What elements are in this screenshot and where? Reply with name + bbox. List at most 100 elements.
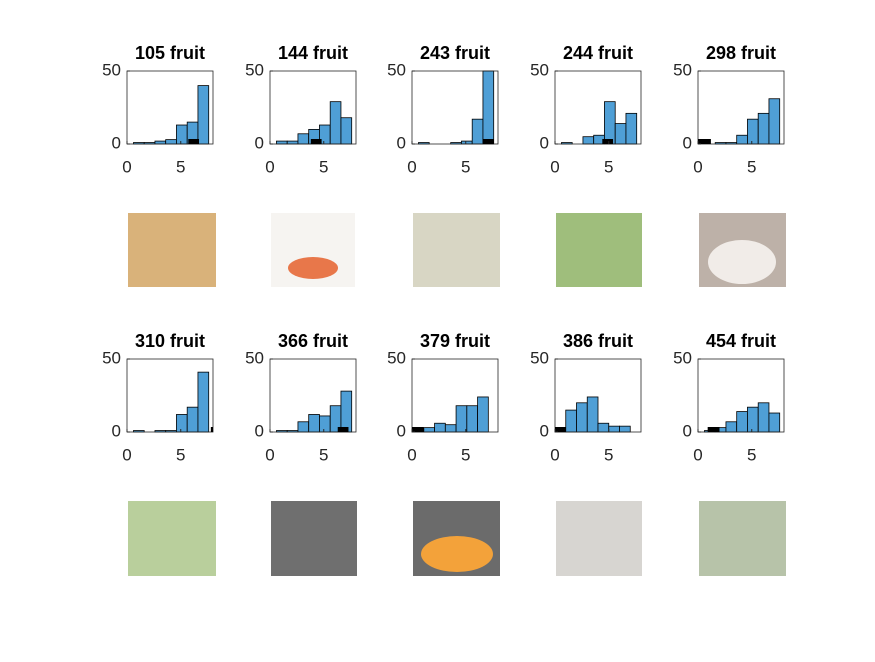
x-tick-label: 5 bbox=[319, 157, 328, 176]
photo-detail bbox=[421, 536, 493, 572]
bar bbox=[154, 140, 167, 145]
photo bbox=[271, 501, 357, 576]
y-tick-label: 50 bbox=[102, 60, 121, 79]
x-tick-label: 5 bbox=[176, 445, 185, 464]
x-tick-label: 5 bbox=[176, 157, 185, 176]
bar bbox=[423, 427, 435, 433]
y-tick-label: 0 bbox=[255, 421, 264, 440]
chart-title: 454 fruit bbox=[706, 331, 776, 351]
y-tick-label: 0 bbox=[683, 133, 692, 152]
bar bbox=[434, 422, 446, 433]
y-tick-label: 0 bbox=[255, 133, 264, 152]
bar bbox=[466, 405, 478, 433]
bar bbox=[455, 405, 468, 433]
x-tick-label: 5 bbox=[604, 445, 613, 464]
photo bbox=[699, 501, 786, 576]
x-tick-label: 5 bbox=[747, 445, 756, 464]
bar bbox=[757, 112, 770, 145]
x-tick-label: 0 bbox=[693, 157, 702, 176]
x-tick-label: 5 bbox=[319, 445, 328, 464]
bar bbox=[747, 118, 759, 145]
x-tick-label: 0 bbox=[265, 157, 274, 176]
bar bbox=[308, 414, 320, 433]
chart-title: 310 fruit bbox=[135, 331, 205, 351]
axes-box bbox=[269, 358, 357, 433]
x-tick-label: 5 bbox=[461, 157, 470, 176]
bar bbox=[747, 406, 759, 433]
bar bbox=[197, 85, 210, 145]
chart-title: 244 fruit bbox=[563, 43, 633, 63]
x-tick-label: 0 bbox=[407, 445, 416, 464]
y-tick-label: 0 bbox=[397, 421, 406, 440]
y-tick-label: 50 bbox=[102, 348, 121, 367]
y-tick-label: 0 bbox=[540, 421, 549, 440]
y-tick-label: 50 bbox=[245, 60, 264, 79]
x-tick-label: 5 bbox=[604, 157, 613, 176]
y-tick-label: 0 bbox=[540, 133, 549, 152]
y-tick-label: 50 bbox=[673, 60, 692, 79]
bar bbox=[625, 112, 638, 145]
bar bbox=[444, 424, 457, 433]
x-tick-label: 0 bbox=[122, 157, 131, 176]
chart-title: 105 fruit bbox=[135, 43, 205, 63]
bar bbox=[477, 396, 489, 433]
y-tick-label: 50 bbox=[673, 348, 692, 367]
bar bbox=[582, 136, 595, 145]
bar bbox=[297, 421, 310, 433]
bar bbox=[276, 140, 288, 145]
bar bbox=[565, 409, 577, 433]
y-tick-label: 0 bbox=[683, 421, 692, 440]
x-tick-label: 5 bbox=[461, 445, 470, 464]
bar bbox=[165, 139, 177, 145]
chart-title: 243 fruit bbox=[420, 43, 490, 63]
photo bbox=[556, 501, 642, 576]
bar bbox=[725, 421, 738, 433]
chart-title: 366 fruit bbox=[278, 331, 348, 351]
photo bbox=[556, 213, 642, 287]
axes-box bbox=[554, 70, 642, 145]
bar bbox=[768, 412, 781, 433]
axes-box bbox=[697, 70, 785, 145]
bar bbox=[461, 140, 473, 145]
bar bbox=[604, 101, 616, 145]
axes-box bbox=[697, 358, 785, 433]
chart-title: 379 fruit bbox=[420, 331, 490, 351]
bar bbox=[619, 425, 631, 433]
y-tick-label: 0 bbox=[397, 133, 406, 152]
y-tick-label: 50 bbox=[530, 60, 549, 79]
y-tick-label: 50 bbox=[245, 348, 264, 367]
photo bbox=[128, 213, 216, 287]
bar bbox=[340, 390, 353, 433]
photo bbox=[128, 501, 216, 576]
bar bbox=[586, 396, 599, 433]
bar bbox=[197, 371, 210, 433]
bar bbox=[176, 124, 188, 145]
bar bbox=[608, 425, 620, 433]
y-tick-label: 50 bbox=[387, 60, 406, 79]
bar bbox=[340, 117, 353, 145]
x-tick-label: 0 bbox=[550, 445, 559, 464]
chart-title: 144 fruit bbox=[278, 43, 348, 63]
bar bbox=[286, 140, 299, 145]
chart-title: 298 fruit bbox=[706, 43, 776, 63]
x-tick-label: 0 bbox=[265, 445, 274, 464]
x-tick-label: 5 bbox=[747, 157, 756, 176]
photo-detail bbox=[708, 240, 776, 284]
axes-box bbox=[411, 70, 499, 145]
bar bbox=[576, 402, 588, 433]
bar bbox=[768, 98, 781, 145]
bar bbox=[736, 411, 748, 433]
axes-box bbox=[554, 358, 642, 433]
axes-box bbox=[126, 358, 214, 433]
x-tick-label: 0 bbox=[550, 157, 559, 176]
bar bbox=[297, 133, 310, 145]
x-tick-label: 0 bbox=[122, 445, 131, 464]
photo-detail bbox=[288, 257, 338, 279]
axes-box bbox=[411, 358, 499, 433]
bar bbox=[736, 134, 748, 145]
y-tick-label: 0 bbox=[112, 421, 121, 440]
bar bbox=[471, 118, 484, 145]
bar bbox=[614, 123, 627, 145]
axes-box bbox=[126, 70, 214, 145]
